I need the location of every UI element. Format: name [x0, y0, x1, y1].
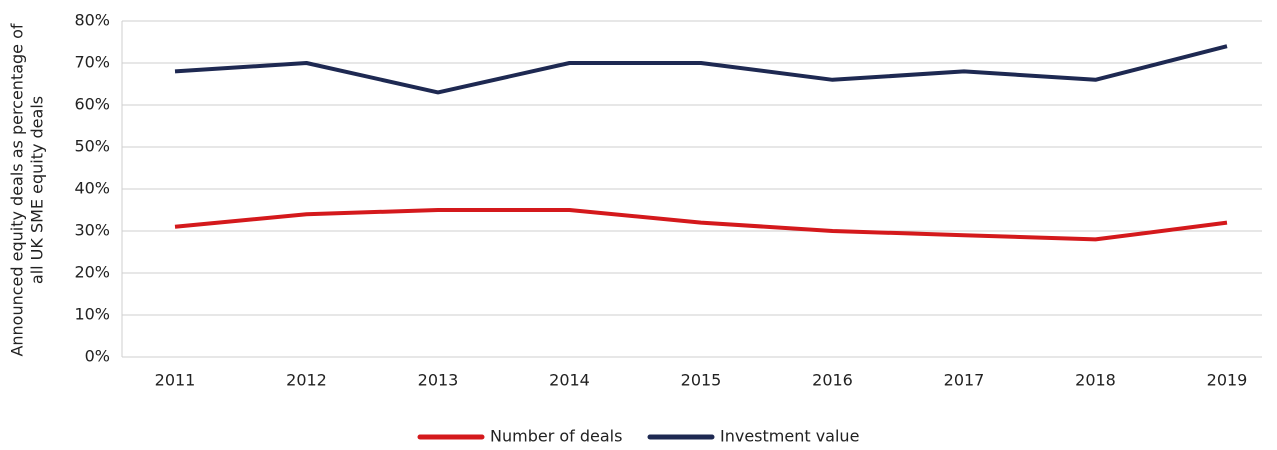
- x-tick-label: 2017: [944, 371, 985, 390]
- y-tick-label: 70%: [74, 53, 110, 72]
- x-tick-label: 2015: [681, 371, 722, 390]
- series-line: [174, 44, 1228, 95]
- y-tick-label: 0%: [85, 347, 110, 366]
- y-tick-label: 30%: [74, 221, 110, 240]
- y-tick-label: 20%: [74, 263, 110, 282]
- series-line: [174, 208, 1228, 242]
- y-axis-label: Announced equity deals as percentage of: [8, 23, 27, 356]
- y-tick-label: 50%: [74, 137, 110, 156]
- y-tick-label: 60%: [74, 95, 110, 114]
- x-tick-label: 2016: [812, 371, 853, 390]
- y-tick-label: 80%: [74, 11, 110, 30]
- x-tick-label: 2013: [418, 371, 459, 390]
- x-tick-label: 2019: [1207, 371, 1248, 390]
- y-axis-label: all UK SME equity deals: [28, 96, 47, 284]
- y-tick-label: 40%: [74, 179, 110, 198]
- x-tick-label: 2018: [1075, 371, 1116, 390]
- x-tick-label: 2012: [286, 371, 327, 390]
- legend-label: Investment value: [720, 427, 859, 446]
- legend-label: Number of deals: [490, 427, 622, 446]
- x-tick-label: 2011: [155, 371, 196, 390]
- y-tick-label: 10%: [74, 305, 110, 324]
- x-tick-label: 2014: [549, 371, 590, 390]
